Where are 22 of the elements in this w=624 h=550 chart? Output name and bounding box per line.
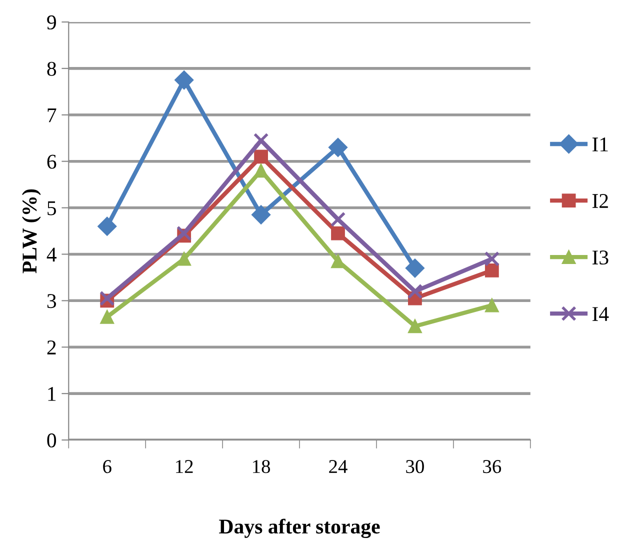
x-tick-label: 24 xyxy=(329,460,348,473)
legend-label: I4 xyxy=(592,307,609,321)
y-tick-label: 9 xyxy=(47,15,56,30)
y-tick-label: 8 xyxy=(47,62,56,76)
x-tick-label: 36 xyxy=(483,460,502,474)
x-tick-label: 18 xyxy=(253,460,270,474)
y-tick-label: 1 xyxy=(48,387,56,401)
y-axis-title: PLW (%) xyxy=(22,189,41,274)
legend-label: I2 xyxy=(592,194,608,208)
y-tick-label: 7 xyxy=(48,108,56,122)
x-tick-label: 6 xyxy=(103,460,112,474)
legend-label: I3 xyxy=(592,250,608,265)
y-tick-label: 5 xyxy=(48,201,56,216)
x-tick-label: 12 xyxy=(176,460,193,473)
y-tick-label: 0 xyxy=(47,433,56,448)
y-tick-label: 4 xyxy=(46,248,57,262)
x-tick-label: 30 xyxy=(406,460,424,474)
x-axis-title: Days after storage xyxy=(219,518,380,538)
y-tick-label: 3 xyxy=(47,294,56,308)
y-tick-label: 6 xyxy=(47,154,56,169)
legend-label: I1 xyxy=(592,138,608,152)
y-tick-label: 2 xyxy=(47,340,56,354)
